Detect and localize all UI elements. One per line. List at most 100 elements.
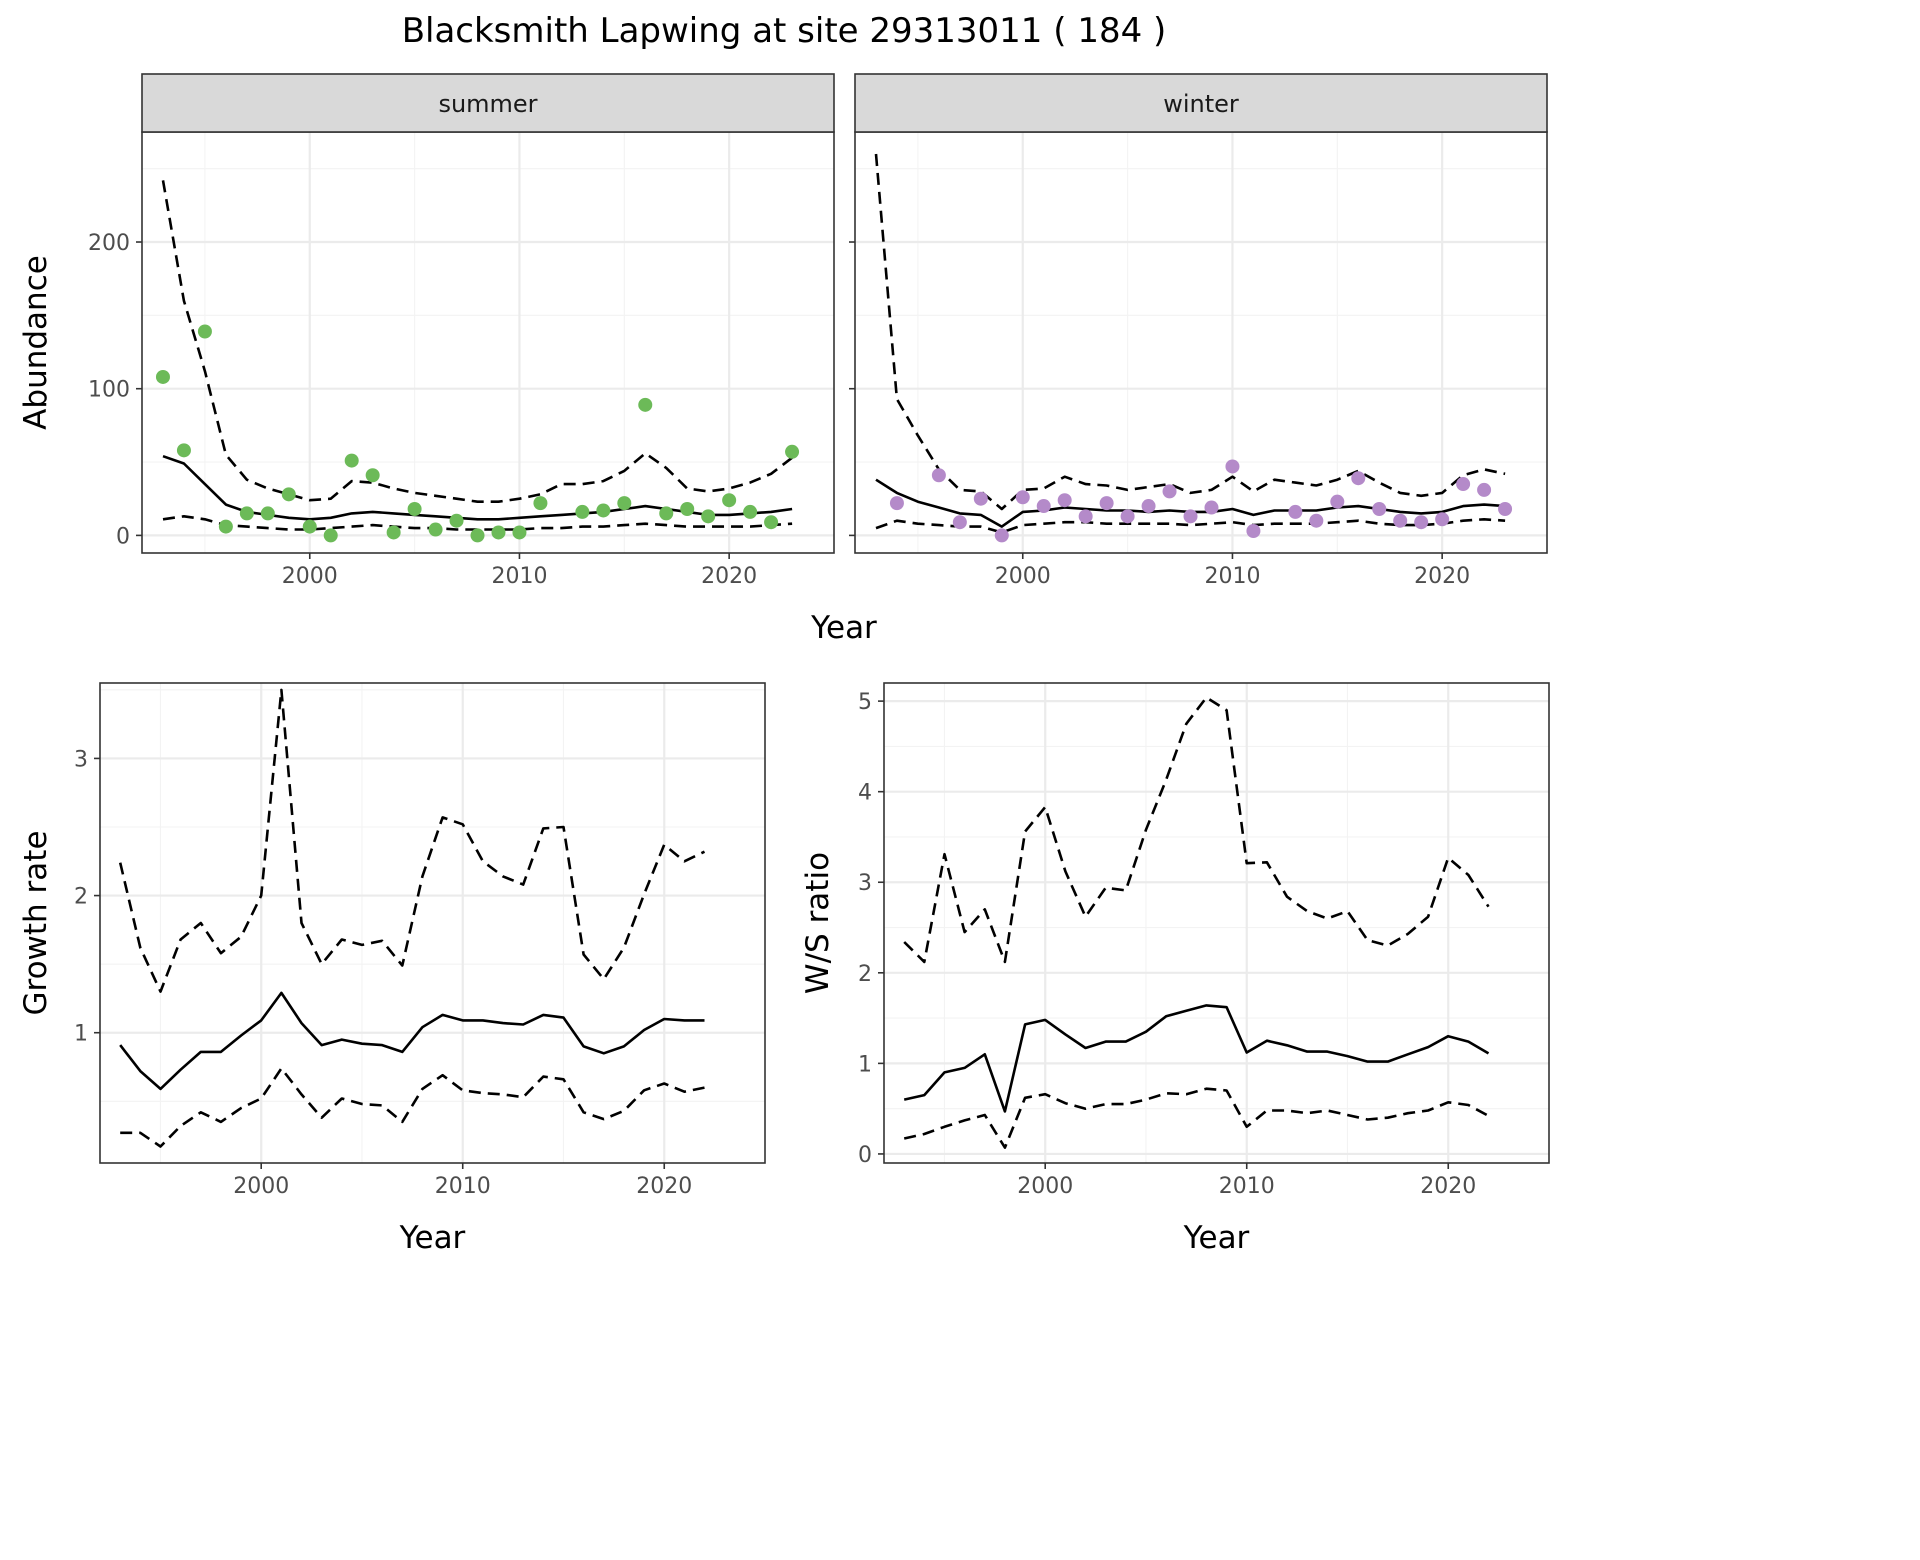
facet-strip-label: winter xyxy=(1163,90,1239,118)
y-axis-title: W/S ratio xyxy=(800,852,836,994)
data-point xyxy=(575,504,590,519)
x-tick-label: 2000 xyxy=(233,1174,289,1199)
data-point xyxy=(680,501,695,516)
x-tick-label: 2020 xyxy=(701,564,757,589)
data-point xyxy=(1477,482,1492,497)
x-axis: 2000 2010 2020 xyxy=(995,553,1470,589)
data-point xyxy=(1393,513,1408,528)
data-point xyxy=(659,506,674,521)
estimate-line xyxy=(119,991,705,1091)
x-tick-label: 2010 xyxy=(1219,1174,1275,1199)
data-point xyxy=(596,503,611,518)
data-point xyxy=(449,513,464,528)
y-tick-label: 200 xyxy=(88,231,130,256)
data-point xyxy=(1204,500,1219,515)
data-point xyxy=(1162,484,1177,499)
data-point xyxy=(218,519,233,534)
upper-ci-line xyxy=(118,688,706,993)
x-tick-label: 2010 xyxy=(1204,564,1260,589)
grid-major xyxy=(884,683,1549,1163)
data-point xyxy=(931,468,946,483)
panel-winter-abundance: 2000 2010 2020 winter xyxy=(849,73,1548,589)
y-axis-title: Abundance xyxy=(18,255,54,430)
data-point xyxy=(407,501,422,516)
y-tick-label: 0 xyxy=(116,524,130,549)
y-tick-label: 5 xyxy=(858,690,872,715)
data-point xyxy=(1225,459,1240,474)
data-point xyxy=(952,515,967,530)
upper-ci-line xyxy=(161,180,793,503)
data-point xyxy=(743,504,758,519)
observed-points xyxy=(889,459,1513,543)
data-point xyxy=(1015,490,1030,505)
x-axis-title: Year xyxy=(1183,1220,1250,1256)
upper-ci-line xyxy=(903,696,1490,964)
data-point xyxy=(1183,509,1198,524)
y-axis: 0 1 2 3 4 5 xyxy=(858,690,884,1168)
data-point xyxy=(1414,515,1429,530)
data-point xyxy=(323,528,338,543)
x-axis: 2000 2010 2020 xyxy=(1017,1163,1476,1199)
data-point xyxy=(260,506,275,521)
y-tick-label: 0 xyxy=(858,1143,872,1168)
y-tick-label: 3 xyxy=(74,747,88,772)
data-point xyxy=(1057,493,1072,508)
data-point xyxy=(197,324,212,339)
facet-strip xyxy=(854,73,1548,133)
y-axis-title: Growth rate xyxy=(18,830,54,1015)
panel-growth-rate: 2000 2010 2020 1 2 3 Growth rate Year xyxy=(18,682,766,1256)
panel-background xyxy=(855,132,1547,553)
data-point xyxy=(1246,523,1261,538)
y-axis: 1 2 3 xyxy=(74,747,100,1047)
data-point xyxy=(617,496,632,511)
grid-major xyxy=(142,132,834,553)
y-tick-label: 100 xyxy=(88,378,130,403)
data-point xyxy=(1435,512,1450,527)
panel-ws-ratio: 2000 2010 2020 0 1 2 3 4 5 W/S ratio Year xyxy=(800,682,1550,1256)
figure-title: Blacksmith Lapwing at site 29313011 ( 18… xyxy=(402,11,1167,51)
x-tick-label: 2020 xyxy=(636,1174,692,1199)
x-tick-label: 2020 xyxy=(1414,564,1470,589)
x-axis: 2000 2010 2020 xyxy=(233,1163,692,1199)
data-point xyxy=(764,515,779,530)
data-point xyxy=(281,487,296,502)
data-point xyxy=(994,528,1009,543)
lower-ci-line xyxy=(875,518,1506,534)
facet-strip-label: summer xyxy=(438,90,537,118)
x-axis: 2000 2010 2020 xyxy=(282,553,757,589)
data-point xyxy=(176,443,191,458)
x-tick-label: 2000 xyxy=(282,564,338,589)
data-point xyxy=(344,453,359,468)
data-point xyxy=(1351,471,1366,486)
data-point xyxy=(1099,496,1114,511)
data-point xyxy=(302,519,317,534)
y-tick-label: 1 xyxy=(74,1022,88,1047)
data-point xyxy=(1078,509,1093,524)
upper-ci-line xyxy=(874,153,1506,511)
data-point xyxy=(785,444,800,459)
data-point xyxy=(1288,504,1303,519)
grid-major xyxy=(855,132,1547,553)
x-tick-label: 2000 xyxy=(995,564,1051,589)
y-tick-label: 1 xyxy=(858,1052,872,1077)
y-tick-label: 4 xyxy=(858,781,872,806)
data-point xyxy=(701,509,716,524)
shared-x-axis-title: Year xyxy=(810,610,877,646)
observed-points xyxy=(155,324,800,543)
panel-background xyxy=(100,683,765,1163)
data-point xyxy=(428,522,443,537)
data-point xyxy=(722,493,737,508)
panel-summer-abundance: 2000 2010 2020 0 100 200 summer Abundance xyxy=(18,73,835,589)
data-point xyxy=(365,468,380,483)
data-point xyxy=(973,491,988,506)
data-point xyxy=(1141,499,1156,514)
data-point xyxy=(1330,494,1345,509)
data-point xyxy=(638,397,653,412)
data-point xyxy=(1120,509,1135,524)
x-tick-label: 2010 xyxy=(491,564,547,589)
data-point xyxy=(491,525,506,540)
y-tick-label: 2 xyxy=(74,885,88,910)
lower-ci-line xyxy=(903,1087,1490,1149)
data-point xyxy=(1456,477,1471,492)
x-tick-label: 2010 xyxy=(435,1174,491,1199)
